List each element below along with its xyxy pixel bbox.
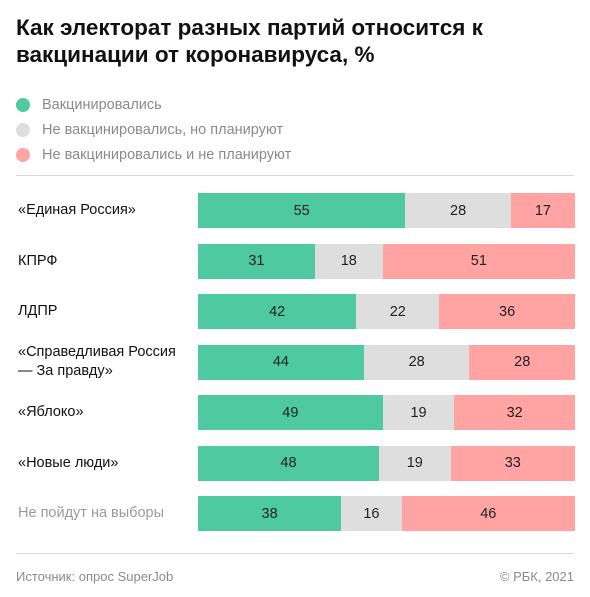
bar-segment-planning: 22 (356, 294, 440, 329)
data-label: 46 (480, 505, 497, 522)
bar-row: 44 28 28 (198, 344, 575, 380)
data-label: 28 (514, 354, 531, 370)
source-note: Источник: опрос SuperJob (16, 569, 174, 584)
legend-dot-not-planning (16, 147, 30, 162)
category-label: Не пойдут на выборы (18, 505, 165, 521)
bar-segment-planning: 18 (314, 243, 383, 279)
data-label: 48 (280, 455, 297, 471)
bar-segment-not-planning: 33 (450, 445, 575, 481)
bar-segment-vaccinated: 49 (198, 395, 383, 430)
data-label: 36 (499, 303, 516, 320)
category-label: ЛДПР (18, 303, 58, 319)
legend-dot-planning (16, 122, 30, 137)
copyright-note: © РБК, 2021 (499, 569, 574, 584)
legend-item-not-planning: Не вакцинировались и не планируют (16, 142, 291, 167)
data-label: 16 (363, 505, 380, 522)
legend: Вакцинировались Не вакцинировались, но п… (16, 92, 291, 167)
bar-segment-vaccinated: 55 (198, 193, 406, 228)
category-label: «Новые люди» (18, 454, 119, 471)
chart-title: Как электорат разных партий относится к … (16, 15, 483, 67)
legend-dot-vaccinated (16, 97, 30, 112)
bar-segment-vaccinated: 38 (198, 496, 342, 531)
bar-row: 48 19 33 (198, 445, 575, 481)
data-label: 42 (269, 303, 286, 320)
data-label: 19 (410, 404, 427, 421)
category-label: «Справедливая Россия — За правду» (18, 344, 176, 379)
legend-label-planning: Не вакцинировались, но планируют (42, 121, 284, 138)
bar-segment-planning: 16 (341, 496, 402, 531)
bar-segment-planning: 19 (378, 445, 451, 481)
bar-segment-vaccinated: 42 (198, 294, 357, 329)
data-label: 18 (340, 253, 357, 269)
category-label: «Яблоко» (18, 404, 84, 420)
bar-segment-not-planning: 36 (439, 294, 575, 329)
data-label: 31 (248, 253, 265, 269)
bar-row: 49 19 32 (198, 395, 575, 430)
data-label: 38 (261, 505, 278, 522)
data-label: 22 (389, 303, 406, 320)
data-label: 32 (506, 404, 523, 421)
bar-segment-planning: 28 (363, 344, 470, 380)
bottom-divider (16, 553, 574, 554)
bar-segment-vaccinated: 48 (198, 445, 379, 481)
bar-segment-vaccinated: 31 (198, 243, 315, 279)
data-label: 33 (504, 455, 521, 471)
bar-segment-not-planning: 17 (510, 193, 575, 228)
legend-item-planning: Не вакцинировались, но планируют (16, 117, 291, 142)
data-label: 44 (272, 354, 289, 370)
bar-segment-not-planning: 51 (382, 243, 575, 279)
bar-segment-planning: 19 (382, 395, 455, 430)
data-label: 28 (408, 354, 425, 370)
bar-segment-vaccinated: 44 (198, 344, 364, 380)
bar-segment-planning: 28 (405, 193, 511, 228)
category-label: КПРФ (18, 252, 58, 269)
data-label: 19 (406, 455, 423, 471)
bar-segment-not-planning: 32 (454, 395, 575, 430)
bar-row: 55 28 17 (198, 193, 575, 228)
bar-segment-not-planning: 46 (401, 496, 575, 531)
legend-label-not-planning: Не вакцинировались и не планируют (42, 146, 292, 163)
bar-row: 42 22 36 (198, 294, 575, 329)
data-label: 51 (470, 253, 487, 269)
category-label: «Единая Россия» (18, 202, 136, 218)
data-label: 55 (293, 202, 310, 219)
data-label: 49 (282, 404, 299, 421)
data-label: 17 (534, 202, 551, 219)
bar-row: 31 18 51 (198, 243, 575, 279)
data-label: 28 (450, 202, 467, 219)
top-divider (16, 175, 574, 176)
bar-segment-not-planning: 28 (469, 344, 575, 380)
legend-label-vaccinated: Вакцинировались (42, 96, 162, 113)
legend-item-vaccinated: Вакцинировались (16, 92, 291, 117)
bar-row: 38 16 46 (198, 496, 575, 531)
